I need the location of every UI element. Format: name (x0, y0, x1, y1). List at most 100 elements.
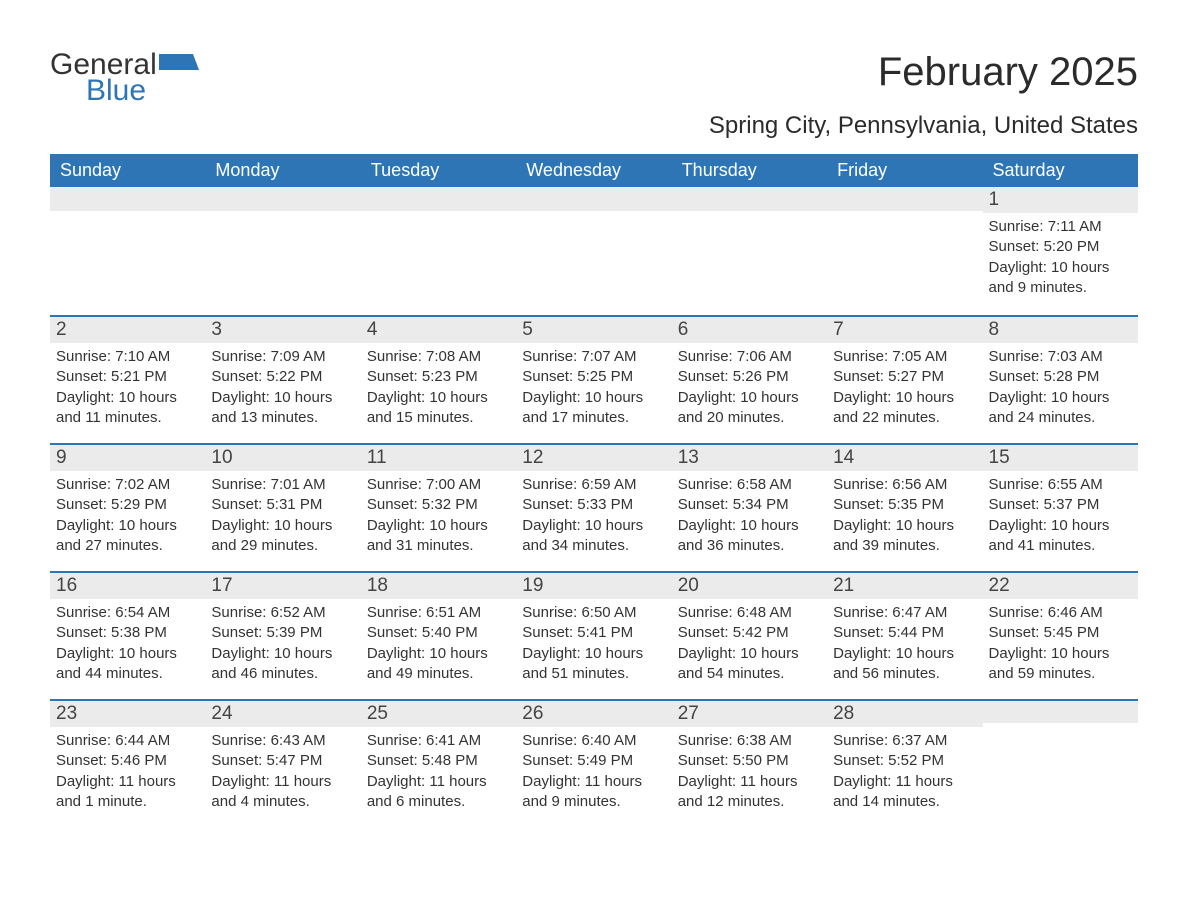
day-sunset: Sunset: 5:31 PM (211, 495, 354, 515)
calendar-day: 9Sunrise: 7:02 AMSunset: 5:29 PMDaylight… (50, 443, 205, 571)
day-sunset: Sunset: 5:48 PM (367, 751, 510, 771)
day-sunrise: Sunrise: 6:40 AM (522, 731, 665, 751)
calendar-day-empty (983, 699, 1138, 827)
day-sunset: Sunset: 5:44 PM (833, 623, 976, 643)
day-number: 23 (50, 699, 205, 727)
day-number (205, 187, 360, 211)
day-daylight: Daylight: 10 hours and 11 minutes. (56, 388, 199, 429)
day-number: 21 (827, 571, 982, 599)
calendar-day: 23Sunrise: 6:44 AMSunset: 5:46 PMDayligh… (50, 699, 205, 827)
day-sunset: Sunset: 5:47 PM (211, 751, 354, 771)
day-number: 8 (983, 315, 1138, 343)
day-sunset: Sunset: 5:27 PM (833, 367, 976, 387)
day-number: 26 (516, 699, 671, 727)
day-daylight: Daylight: 11 hours and 14 minutes. (833, 772, 976, 813)
day-number: 19 (516, 571, 671, 599)
day-daylight: Daylight: 10 hours and 59 minutes. (989, 644, 1132, 685)
calendar-day: 1Sunrise: 7:11 AMSunset: 5:20 PMDaylight… (983, 187, 1138, 315)
day-sunrise: Sunrise: 6:43 AM (211, 731, 354, 751)
day-number (672, 187, 827, 211)
calendar-day: 25Sunrise: 6:41 AMSunset: 5:48 PMDayligh… (361, 699, 516, 827)
calendar-day: 20Sunrise: 6:48 AMSunset: 5:42 PMDayligh… (672, 571, 827, 699)
day-details: Sunrise: 6:51 AMSunset: 5:40 PMDaylight:… (361, 599, 516, 692)
day-number (827, 187, 982, 211)
day-sunrise: Sunrise: 6:47 AM (833, 603, 976, 623)
calendar-day: 13Sunrise: 6:58 AMSunset: 5:34 PMDayligh… (672, 443, 827, 571)
calendar-day-empty (361, 187, 516, 315)
calendar-table: SundayMondayTuesdayWednesdayThursdayFrid… (50, 154, 1138, 827)
calendar-body: 1Sunrise: 7:11 AMSunset: 5:20 PMDaylight… (50, 187, 1138, 827)
day-daylight: Daylight: 10 hours and 34 minutes. (522, 516, 665, 557)
day-sunset: Sunset: 5:39 PM (211, 623, 354, 643)
day-daylight: Daylight: 10 hours and 24 minutes. (989, 388, 1132, 429)
weekday-header: Sunday (50, 154, 205, 187)
calendar-day: 3Sunrise: 7:09 AMSunset: 5:22 PMDaylight… (205, 315, 360, 443)
calendar-week: 16Sunrise: 6:54 AMSunset: 5:38 PMDayligh… (50, 571, 1138, 699)
day-details: Sunrise: 6:43 AMSunset: 5:47 PMDaylight:… (205, 727, 360, 820)
day-sunrise: Sunrise: 6:38 AM (678, 731, 821, 751)
day-daylight: Daylight: 10 hours and 17 minutes. (522, 388, 665, 429)
day-daylight: Daylight: 10 hours and 41 minutes. (989, 516, 1132, 557)
day-sunrise: Sunrise: 6:50 AM (522, 603, 665, 623)
calendar-day: 7Sunrise: 7:05 AMSunset: 5:27 PMDaylight… (827, 315, 982, 443)
day-sunset: Sunset: 5:52 PM (833, 751, 976, 771)
day-sunset: Sunset: 5:26 PM (678, 367, 821, 387)
day-sunrise: Sunrise: 6:44 AM (56, 731, 199, 751)
day-daylight: Daylight: 11 hours and 6 minutes. (367, 772, 510, 813)
day-number: 1 (983, 187, 1138, 213)
day-sunrise: Sunrise: 7:11 AM (989, 217, 1132, 237)
day-daylight: Daylight: 11 hours and 9 minutes. (522, 772, 665, 813)
day-sunset: Sunset: 5:21 PM (56, 367, 199, 387)
day-sunrise: Sunrise: 6:48 AM (678, 603, 821, 623)
day-sunrise: Sunrise: 6:55 AM (989, 475, 1132, 495)
day-sunrise: Sunrise: 6:56 AM (833, 475, 976, 495)
day-sunset: Sunset: 5:42 PM (678, 623, 821, 643)
calendar-day-empty (516, 187, 671, 315)
day-number: 17 (205, 571, 360, 599)
day-number: 22 (983, 571, 1138, 599)
day-sunrise: Sunrise: 7:03 AM (989, 347, 1132, 367)
day-details: Sunrise: 6:40 AMSunset: 5:49 PMDaylight:… (516, 727, 671, 820)
day-details: Sunrise: 6:52 AMSunset: 5:39 PMDaylight:… (205, 599, 360, 692)
day-daylight: Daylight: 10 hours and 15 minutes. (367, 388, 510, 429)
calendar-day: 8Sunrise: 7:03 AMSunset: 5:28 PMDaylight… (983, 315, 1138, 443)
day-sunset: Sunset: 5:25 PM (522, 367, 665, 387)
day-number: 16 (50, 571, 205, 599)
day-details: Sunrise: 7:05 AMSunset: 5:27 PMDaylight:… (827, 343, 982, 436)
calendar-day: 22Sunrise: 6:46 AMSunset: 5:45 PMDayligh… (983, 571, 1138, 699)
day-details: Sunrise: 6:50 AMSunset: 5:41 PMDaylight:… (516, 599, 671, 692)
calendar-week: 2Sunrise: 7:10 AMSunset: 5:21 PMDaylight… (50, 315, 1138, 443)
calendar-day-empty (205, 187, 360, 315)
day-details: Sunrise: 6:48 AMSunset: 5:42 PMDaylight:… (672, 599, 827, 692)
day-sunrise: Sunrise: 7:02 AM (56, 475, 199, 495)
day-daylight: Daylight: 10 hours and 29 minutes. (211, 516, 354, 557)
day-daylight: Daylight: 11 hours and 4 minutes. (211, 772, 354, 813)
day-sunset: Sunset: 5:29 PM (56, 495, 199, 515)
day-sunrise: Sunrise: 7:06 AM (678, 347, 821, 367)
day-number (361, 187, 516, 211)
day-details: Sunrise: 6:37 AMSunset: 5:52 PMDaylight:… (827, 727, 982, 820)
day-sunset: Sunset: 5:41 PM (522, 623, 665, 643)
day-details: Sunrise: 6:38 AMSunset: 5:50 PMDaylight:… (672, 727, 827, 820)
day-sunrise: Sunrise: 6:58 AM (678, 475, 821, 495)
day-details: Sunrise: 7:02 AMSunset: 5:29 PMDaylight:… (50, 471, 205, 564)
day-daylight: Daylight: 10 hours and 51 minutes. (522, 644, 665, 685)
header: General Blue February 2025 (50, 50, 1138, 106)
day-details: Sunrise: 7:01 AMSunset: 5:31 PMDaylight:… (205, 471, 360, 564)
calendar-week: 23Sunrise: 6:44 AMSunset: 5:46 PMDayligh… (50, 699, 1138, 827)
day-details: Sunrise: 7:06 AMSunset: 5:26 PMDaylight:… (672, 343, 827, 436)
calendar-day-empty (672, 187, 827, 315)
day-sunrise: Sunrise: 6:59 AM (522, 475, 665, 495)
day-sunset: Sunset: 5:23 PM (367, 367, 510, 387)
day-number: 14 (827, 443, 982, 471)
day-sunrise: Sunrise: 6:37 AM (833, 731, 976, 751)
day-daylight: Daylight: 10 hours and 13 minutes. (211, 388, 354, 429)
day-daylight: Daylight: 10 hours and 44 minutes. (56, 644, 199, 685)
weekday-header: Wednesday (516, 154, 671, 187)
day-details: Sunrise: 7:03 AMSunset: 5:28 PMDaylight:… (983, 343, 1138, 436)
day-number: 6 (672, 315, 827, 343)
day-details: Sunrise: 6:58 AMSunset: 5:34 PMDaylight:… (672, 471, 827, 564)
calendar-day: 14Sunrise: 6:56 AMSunset: 5:35 PMDayligh… (827, 443, 982, 571)
day-daylight: Daylight: 10 hours and 46 minutes. (211, 644, 354, 685)
calendar-day: 5Sunrise: 7:07 AMSunset: 5:25 PMDaylight… (516, 315, 671, 443)
